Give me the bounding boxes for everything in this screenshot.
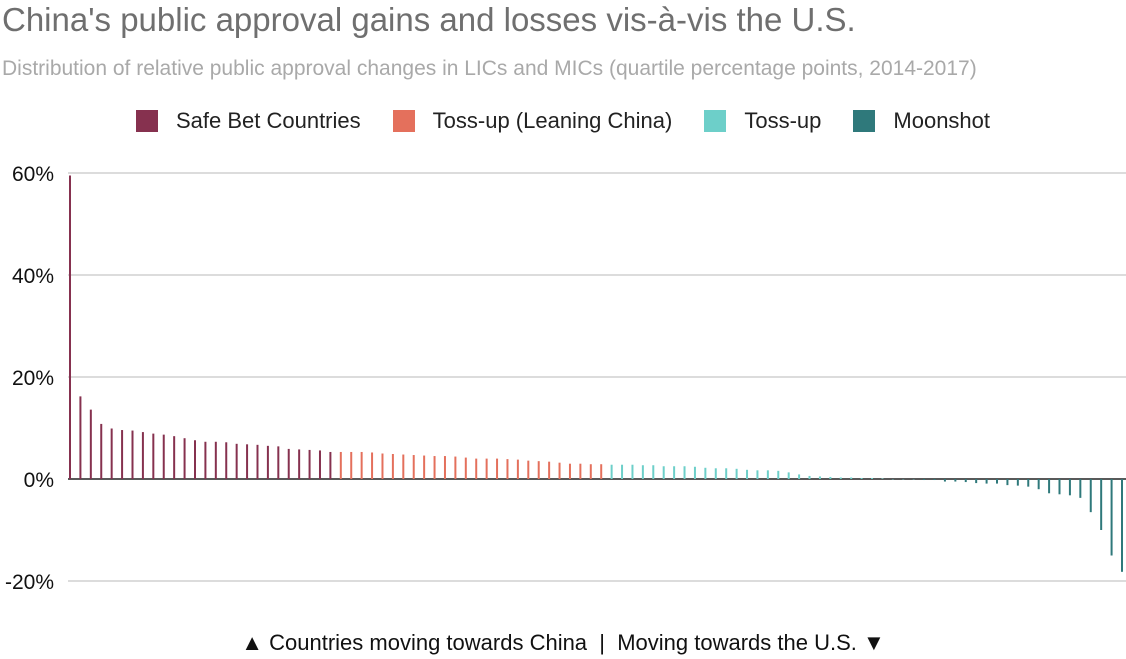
legend-item-toss-up[interactable]: Toss-up [704,108,821,134]
legend-item-safe-bet[interactable]: Safe Bet Countries [135,108,361,134]
legend-label-toss-up-leaning-china: Toss-up (Leaning China) [432,108,673,133]
legend-item-toss-up-leaning-china[interactable]: Toss-up (Leaning China) [392,108,673,134]
y-tick-label: 40% [12,265,54,288]
legend-swatch-safe-bet [135,110,158,132]
chart-title: China's public approval gains and losses… [2,1,856,38]
y-tick-label: -20% [5,571,54,594]
y-tick-label: 60% [12,163,54,186]
legend-swatch-toss-up-leaning-china [392,110,415,132]
y-tick-label: 0% [24,469,54,492]
legend-swatch-toss-up [704,110,727,132]
legend-label-toss-up: Toss-up [744,108,822,133]
legend-label-moonshot: Moonshot [893,108,991,133]
legend: Safe Bet Countries Toss-up (Leaning Chin… [0,106,1126,136]
legend-item-moonshot[interactable]: Moonshot [853,108,990,134]
legend-swatch-moonshot [853,110,876,132]
chart-footer-note: ▲ Countries moving towards China | Movin… [241,630,885,655]
legend-label-safe-bet: Safe Bet Countries [175,108,361,133]
y-tick-label: 20% [12,367,54,390]
chart-subtitle: Distribution of relative public approval… [2,57,977,80]
